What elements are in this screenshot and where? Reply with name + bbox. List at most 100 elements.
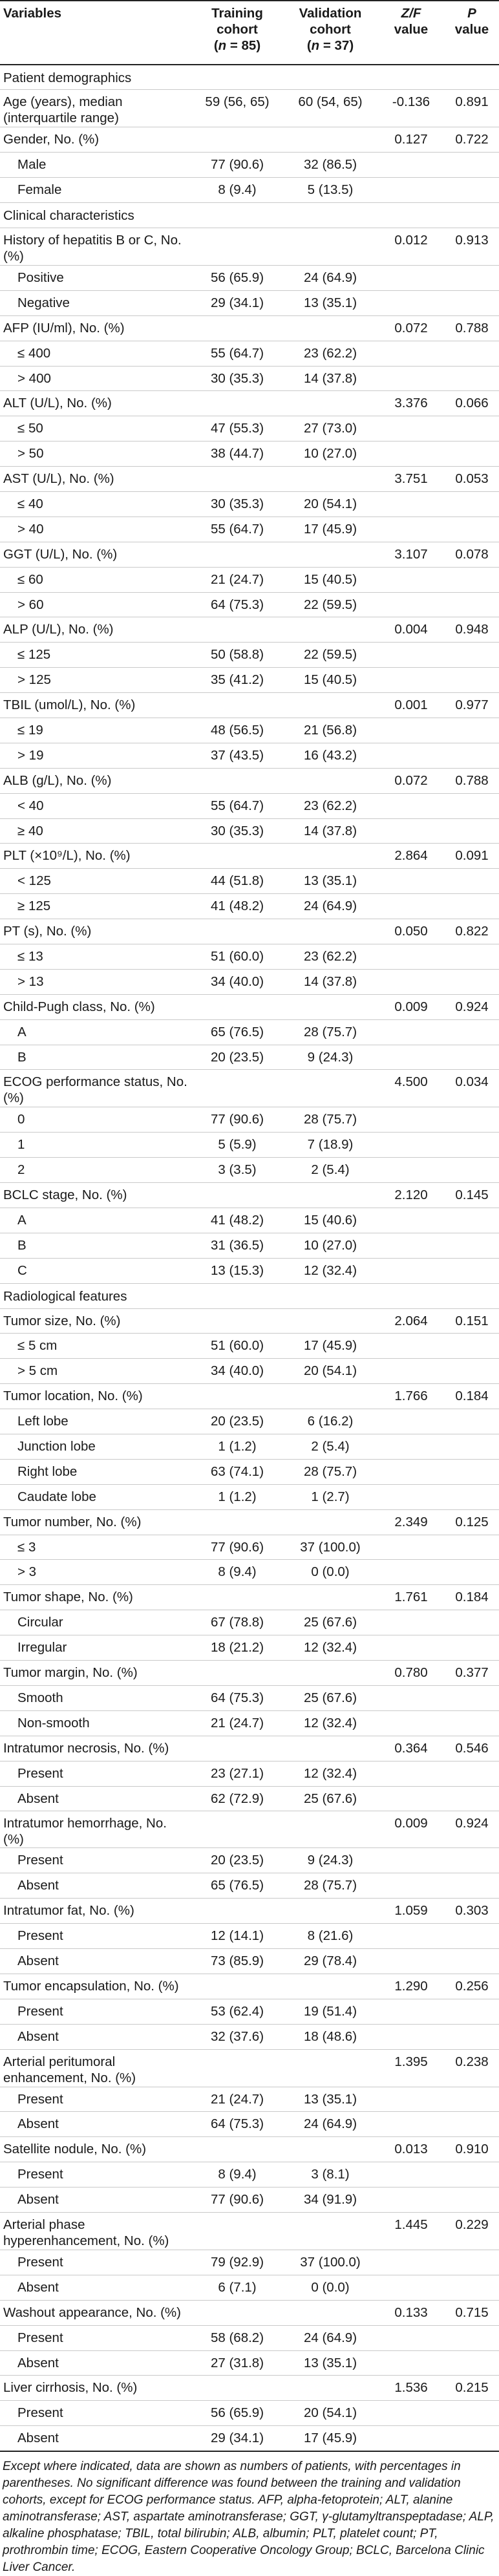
- subgroup-row: Present 79 (92.9) 37 (100.0): [0, 2250, 499, 2275]
- subgroup-row: Absent 73 (85.9) 29 (78.4): [0, 1948, 499, 1974]
- variable-label: Present: [17, 2330, 63, 2345]
- validation-cohort-value: [283, 2212, 377, 2250]
- p-value: [445, 1535, 499, 1560]
- training-cohort-value: [191, 1308, 283, 1334]
- training-cohort-value: 29 (34.1): [210, 2431, 264, 2446]
- zf-value: [377, 65, 445, 90]
- p-value: [445, 1610, 499, 1635]
- training-cohort-value: 64 (75.3): [210, 2116, 264, 2132]
- variable-label: Absent: [17, 1878, 59, 1893]
- p-value: [445, 2087, 499, 2112]
- validation-cohort-value: 28 (75.7): [303, 1024, 357, 1039]
- validation-cohort-value: 24 (64.9): [303, 2330, 357, 2345]
- validation-cohort-value: [283, 542, 377, 567]
- variable-label: PLT (×10⁹/L), No. (%): [3, 848, 131, 864]
- zf-value: [377, 1685, 445, 1710]
- subgroup-row: B 20 (23.5) 9 (24.3): [0, 1045, 499, 1070]
- variable-label: > 3: [17, 1564, 37, 1580]
- zf-value: [377, 668, 445, 693]
- variable-label: Caudate lobe: [17, 1489, 96, 1504]
- zf-value: [377, 1610, 445, 1635]
- training-cohort-value: 20 (23.5): [210, 1853, 264, 1868]
- p-value: 0.145: [455, 1187, 489, 1203]
- training-cohort-value: [191, 1661, 283, 1686]
- variable-label: Male: [17, 157, 47, 173]
- variable-label: Present: [17, 2167, 63, 2182]
- subgroup-row: Junction lobe 1 (1.2) 2 (5.4): [0, 1434, 499, 1460]
- validation-cohort-value: 21 (56.8): [303, 722, 357, 738]
- variable-row: Arterial peritumoral enhancement, No. (%…: [0, 2049, 499, 2087]
- validation-cohort-value: 10 (27.0): [303, 446, 357, 462]
- zf-value: [377, 2325, 445, 2350]
- p-value: 0.215: [455, 2380, 489, 2396]
- p-value: [445, 1685, 499, 1710]
- p-value: [445, 1710, 499, 1736]
- validation-cohort-value: 17 (45.9): [303, 2431, 357, 2446]
- validation-cohort-value: 15 (40.5): [303, 571, 357, 587]
- p-value: [445, 2426, 499, 2451]
- p-value: [445, 1948, 499, 1974]
- variable-label: > 50: [17, 446, 44, 462]
- zf-value: 0.133: [394, 2305, 428, 2320]
- variable-row: Intratumor fat, No. (%) 1.059 0.303: [0, 1899, 499, 1924]
- p-value: [445, 2024, 499, 2049]
- validation-cohort-value: 28 (75.7): [303, 1464, 357, 1479]
- zf-value: [377, 969, 445, 994]
- p-value: 0.913: [455, 232, 489, 248]
- zf-value: 0.012: [394, 232, 428, 248]
- training-cohort-value: 6 (7.1): [218, 2279, 257, 2295]
- variable-label: Absent: [17, 2355, 59, 2370]
- validation-cohort-value: 6 (16.2): [307, 1414, 354, 1429]
- variable-label: ≤ 50: [17, 421, 43, 436]
- zf-value: 2.064: [394, 1313, 428, 1328]
- zf-value: 1.761: [394, 1590, 428, 1605]
- p-value: 0.924: [455, 1816, 489, 1831]
- training-cohort-value: 21 (24.7): [210, 571, 264, 587]
- subgroup-row: Absent 62 (72.9) 25 (67.6): [0, 1786, 499, 1811]
- p-value: [445, 341, 499, 366]
- section-label: Clinical characteristics: [3, 208, 134, 224]
- training-cohort-value: 3 (3.5): [218, 1162, 257, 1178]
- validation-cohort-value: [283, 2137, 377, 2162]
- training-cohort-value: [191, 693, 283, 718]
- variable-label: Circular: [17, 1615, 63, 1630]
- training-cohort-value: [191, 617, 283, 643]
- zf-value: [377, 153, 445, 178]
- variable-label: Positive: [17, 270, 64, 285]
- variable-label: > 19: [17, 747, 44, 763]
- variable-row: Tumor number, No. (%) 2.349 0.125: [0, 1509, 499, 1535]
- subgroup-row: A 65 (76.5) 28 (75.7): [0, 1019, 499, 1045]
- training-cohort-value: [191, 2137, 283, 2162]
- p-value: [445, 366, 499, 391]
- p-value: [445, 969, 499, 994]
- validation-cohort-value: [283, 2376, 377, 2401]
- zf-value: [377, 265, 445, 290]
- validation-cohort-value: 32 (86.5): [303, 157, 357, 173]
- p-value: 0.184: [455, 1389, 489, 1404]
- subgroup-row: Present 58 (68.2) 24 (64.9): [0, 2325, 499, 2351]
- training-cohort-value: 77 (90.6): [210, 1112, 264, 1127]
- validation-cohort-value: 13 (35.1): [303, 2355, 357, 2370]
- training-cohort-value: 18 (21.2): [210, 1640, 264, 1655]
- p-value: [445, 567, 499, 592]
- variable-label: Smooth: [17, 1690, 63, 1705]
- zf-value: 0.009: [394, 999, 428, 1014]
- zf-value: 2.864: [394, 848, 428, 864]
- validation-cohort-value: [283, 391, 377, 416]
- zf-value: [377, 743, 445, 768]
- p-value: [445, 1334, 499, 1359]
- variable-label: GGT (U/L), No. (%): [3, 546, 118, 562]
- p-value: [445, 65, 499, 90]
- variable-label: Intratumor fat, No. (%): [3, 1903, 134, 1919]
- training-cohort-value: 12 (14.1): [210, 1928, 264, 1944]
- p-value: [445, 1434, 499, 1460]
- variable-label: B: [17, 1049, 27, 1065]
- p-value: [445, 416, 499, 442]
- validation-cohort-value: [283, 768, 377, 793]
- variable-label: Absent: [17, 2116, 59, 2132]
- training-cohort-value: 53 (62.4): [210, 2003, 264, 2019]
- training-cohort-value: 31 (36.5): [210, 1237, 264, 1253]
- validation-cohort-value: [283, 1070, 377, 1107]
- zf-value: [377, 1710, 445, 1736]
- zf-value: 0.072: [394, 320, 428, 335]
